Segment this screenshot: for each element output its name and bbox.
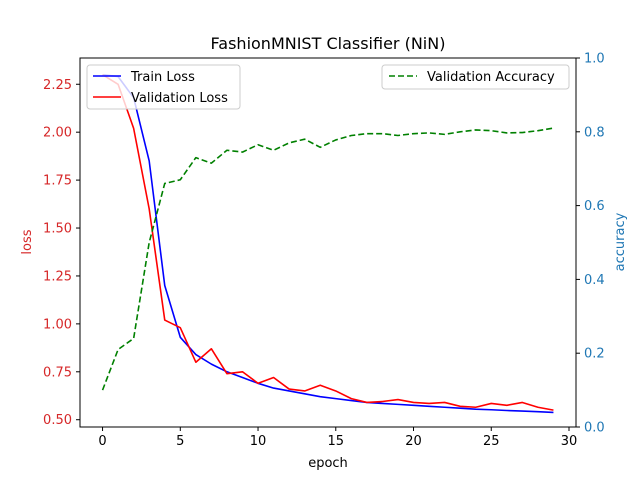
x-tick-label: 0: [98, 434, 106, 449]
y-left-tick-label: 1.50: [43, 222, 72, 237]
y-right-tick-label: 0.8: [584, 125, 605, 140]
plot-frame: [79, 57, 577, 428]
legend-validation-loss-label: Validation Loss: [131, 91, 228, 106]
x-tick-label: 25: [483, 434, 500, 449]
series-line-validation-loss: [102, 73, 554, 411]
y-left-axis: 0.50 0.75 1.00 1.25 1.50 1.75 2.00 2.25: [43, 78, 80, 428]
x-axis-label: epoch: [308, 456, 348, 471]
legend-train-loss-label: Train Loss: [130, 70, 195, 85]
y-left-axis-label: loss: [20, 229, 35, 254]
y-left-tick-label: 1.75: [43, 174, 72, 189]
x-tick-label: 30: [561, 434, 578, 449]
y-left-tick-label: 2.25: [43, 78, 72, 93]
y-left-tick-label: 0.75: [43, 365, 72, 380]
y-right-tick-label: 0.2: [584, 347, 605, 362]
x-tick-label: 20: [405, 434, 422, 449]
y-right-tick-label: 0.4: [584, 273, 605, 288]
y-right-tick-label: 0.0: [584, 421, 605, 436]
y-left-tick-label: 2.00: [43, 126, 72, 141]
y-left-tick-label: 0.50: [43, 413, 72, 428]
legend-right: Validation Accuracy: [381, 64, 570, 90]
plot-lines: [101, 73, 554, 414]
legend-validation-accuracy-label: Validation Accuracy: [427, 70, 555, 85]
y-left-tick-label: 1.25: [43, 269, 72, 284]
series-line-validation-accuracy: [101, 127, 554, 391]
y-left-tick-label: 1.00: [43, 317, 72, 332]
x-tick-label: 5: [176, 434, 184, 449]
y-right-tick-label: 0.6: [584, 199, 605, 214]
y-right-axis-label: accuracy: [613, 212, 628, 271]
legend-left-box: [86, 64, 241, 110]
x-tick-label: 10: [250, 434, 267, 449]
y-right-axis: 0.0 0.2 0.4 0.6 0.8 1.0: [576, 52, 605, 436]
legend-right-box: [381, 64, 570, 90]
x-axis: 0 5 10 15 20 25 30: [98, 427, 577, 449]
series-line-train-loss: [102, 73, 554, 414]
y-right-tick-label: 1.0: [584, 52, 605, 67]
legend-left: Train Loss Validation Loss: [86, 64, 241, 110]
x-tick-label: 15: [328, 434, 345, 449]
chart-title: FashionMNIST Classifier (NiN): [211, 34, 446, 53]
